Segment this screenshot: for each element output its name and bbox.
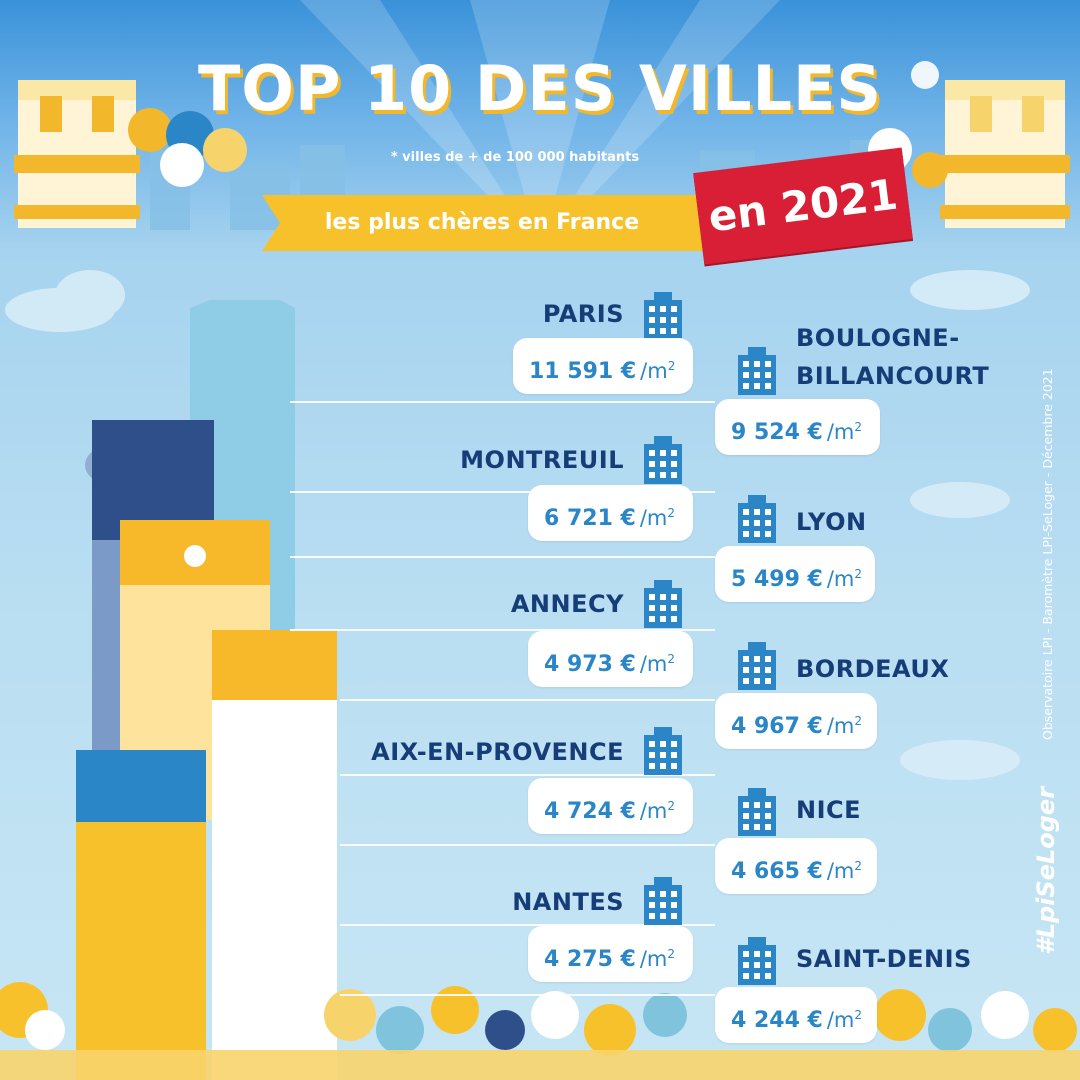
- city-name-4: LYON: [796, 508, 867, 536]
- price-box-7: 4 724 €/m2: [528, 778, 693, 834]
- price-unit: /m2: [639, 652, 676, 676]
- price-value: 4 665 €: [731, 859, 823, 884]
- building-icon: [738, 788, 776, 836]
- price-value: 9 524 €: [731, 420, 823, 445]
- price-unit: /m2: [826, 567, 863, 591]
- building-icon: [738, 347, 776, 395]
- price-value: 5 499 €: [731, 567, 823, 592]
- price-box-5: 4 973 €/m2: [528, 631, 693, 687]
- price-value: 4 967 €: [731, 714, 823, 739]
- city-name-7: AIX-EN-PROVENCE: [371, 738, 624, 766]
- city-name-8: NICE: [796, 796, 862, 824]
- price-unit: /m2: [826, 1008, 863, 1032]
- subtitle-text: les plus chères en France: [324, 210, 640, 235]
- price-box-1: 11 591 €/m2: [513, 338, 693, 394]
- price-unit: /m2: [639, 506, 676, 530]
- price-unit: /m2: [639, 947, 676, 971]
- hashtag: #LpiSeLoger: [1032, 786, 1060, 955]
- city-name-6: BORDEAUX: [796, 655, 950, 683]
- building-icon: [644, 580, 682, 628]
- price-box-2: 9 524 €/m2: [715, 399, 880, 455]
- building-icon: [644, 292, 682, 340]
- price-unit: /m2: [826, 420, 863, 444]
- price-unit: /m2: [640, 359, 676, 383]
- price-value: 11 591 €: [529, 359, 637, 384]
- price-value: 4 244 €: [731, 1008, 823, 1033]
- price-box-3: 6 721 €/m2: [528, 485, 693, 541]
- price-box-10: 4 244 €/m2: [715, 987, 877, 1043]
- price-value: 4 973 €: [544, 652, 636, 677]
- price-value: 6 721 €: [544, 506, 636, 531]
- price-box-4: 5 499 €/m2: [715, 546, 875, 602]
- price-value: 4 724 €: [544, 799, 636, 824]
- price-unit: /m2: [639, 799, 676, 823]
- city-name-10: SAINT-DENIS: [796, 945, 972, 973]
- building-icon: [738, 937, 776, 985]
- city-name-2: BOULOGNE-: [796, 324, 960, 352]
- city-name-2-line2: BILLANCOURT: [796, 362, 990, 390]
- city-name-1: PARIS: [542, 300, 624, 328]
- page-title: TOP 10 DES VILLES: [197, 52, 882, 125]
- city-name-5: ANNECY: [510, 590, 624, 618]
- building-icon: [644, 877, 682, 925]
- subtitle-banner: les plus chères en France: [262, 195, 732, 251]
- building-icon: [644, 436, 682, 484]
- price-value: 4 275 €: [544, 947, 636, 972]
- population-note: * villes de + de 100 000 habitants: [390, 150, 640, 165]
- source-credit: Observatoire LPI - Baromètre LPI-SeLoger…: [1040, 368, 1055, 740]
- building-icon: [738, 642, 776, 690]
- price-unit: /m2: [826, 714, 863, 738]
- price-box-8: 4 665 €/m2: [715, 838, 877, 894]
- building-icon: [644, 727, 682, 775]
- price-box-9: 4 275 €/m2: [528, 926, 693, 982]
- building-icon: [738, 495, 776, 543]
- price-box-6: 4 967 €/m2: [715, 693, 877, 749]
- city-name-9: NANTES: [512, 888, 624, 916]
- city-name-3: MONTREUIL: [460, 446, 624, 474]
- price-unit: /m2: [826, 859, 863, 883]
